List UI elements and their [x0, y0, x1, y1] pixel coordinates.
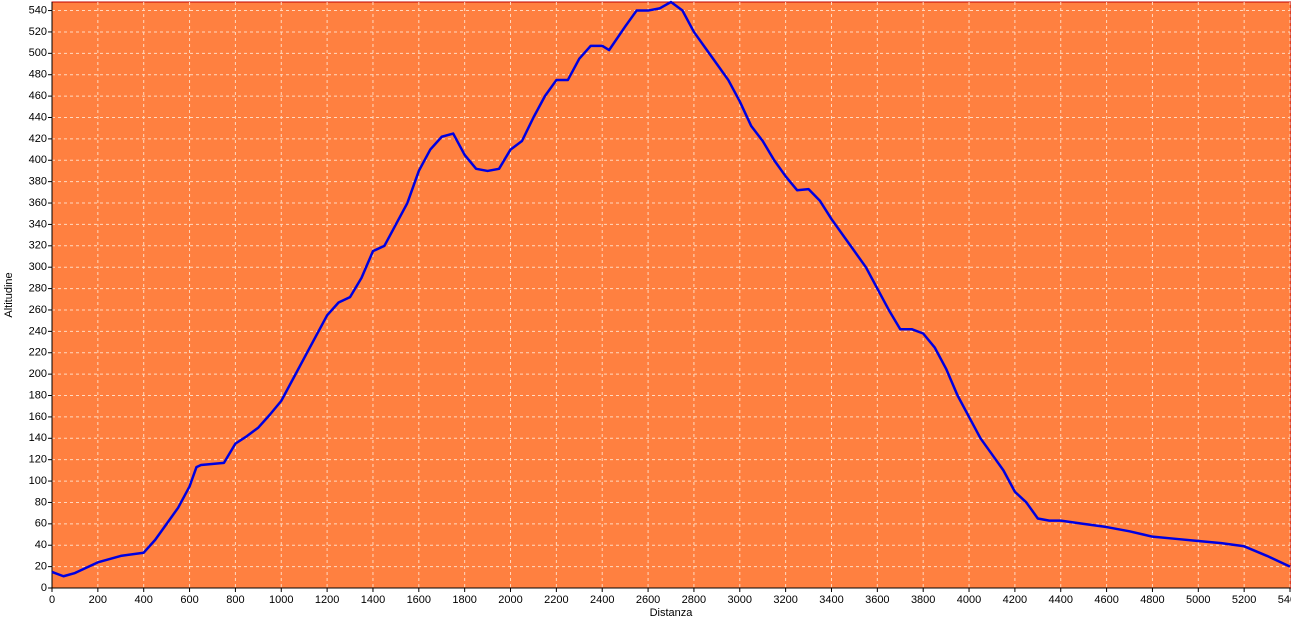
x-tick-label: 200	[89, 594, 107, 606]
x-tick-label: 3800	[911, 594, 935, 606]
x-axis-label: Distanza	[650, 607, 694, 619]
x-tick-label: 1400	[361, 594, 385, 606]
x-tick-label: 4000	[957, 594, 981, 606]
y-tick-label: 520	[29, 26, 47, 38]
y-axis-label: Altitudine	[3, 272, 15, 317]
y-tick-label: 120	[29, 454, 47, 466]
x-tick-label: 3000	[728, 594, 752, 606]
y-tick-label: 420	[29, 133, 47, 145]
x-tick-label: 1200	[315, 594, 339, 606]
y-tick-label: 540	[29, 4, 47, 16]
y-tick-label: 160	[29, 411, 47, 423]
y-tick-label: 400	[29, 154, 47, 166]
y-tick-label: 380	[29, 176, 47, 188]
x-tick-label: 4400	[1048, 594, 1072, 606]
y-tick-label: 300	[29, 261, 47, 273]
y-tick-label: 440	[29, 111, 47, 123]
x-tick-label: 5200	[1232, 594, 1256, 606]
x-tick-label: 800	[226, 594, 244, 606]
y-tick-label: 280	[29, 282, 47, 294]
x-tick-label: 2000	[498, 594, 522, 606]
y-tick-label: 180	[29, 389, 47, 401]
x-tick-label: 1000	[269, 594, 293, 606]
line	[51, 0, 1291, 578]
x-tick-label: 4800	[1140, 594, 1164, 606]
x-tick-label: 4600	[1094, 594, 1118, 606]
x-tick-label: 4200	[1003, 594, 1027, 606]
x-tick-label: 600	[180, 594, 198, 606]
x-tick-label: 3600	[865, 594, 889, 606]
y-tick-label: 60	[35, 518, 47, 530]
x-tick-label: 5000	[1186, 594, 1210, 606]
y-tick-label: 240	[29, 325, 47, 337]
y-tick-label: 340	[29, 218, 47, 230]
y-tick-label: 500	[29, 47, 47, 59]
y-tick-label: 480	[29, 69, 47, 81]
x-tick-label: 0	[49, 594, 55, 606]
x-tick-label: 3200	[773, 594, 797, 606]
x-tick-label: 2400	[590, 594, 614, 606]
y-tick-label: 0	[41, 582, 47, 594]
y-tick-label: 200	[29, 368, 47, 380]
y-tick-label: 360	[29, 197, 47, 209]
y-tick-label: 140	[29, 432, 47, 444]
y-tick-label: 220	[29, 347, 47, 359]
x-tick-label: 1600	[407, 594, 431, 606]
x-tick-label: 1800	[452, 594, 476, 606]
y-tick-label: 40	[35, 539, 47, 551]
y-tick-label: 100	[29, 475, 47, 487]
plot-area	[51, 1, 1291, 589]
x-tick-label: 3400	[819, 594, 843, 606]
y-tick-label: 460	[29, 90, 47, 102]
x-tick-label: 400	[135, 594, 153, 606]
y-tick-label: 260	[29, 304, 47, 316]
y-tick-label: 80	[35, 496, 47, 508]
x-tick-label: 2800	[682, 594, 706, 606]
x-tick-label: 2600	[636, 594, 660, 606]
y-tick-label: 320	[29, 240, 47, 252]
x-tick-label: 2200	[544, 594, 568, 606]
y-tick-label: 20	[35, 561, 47, 573]
